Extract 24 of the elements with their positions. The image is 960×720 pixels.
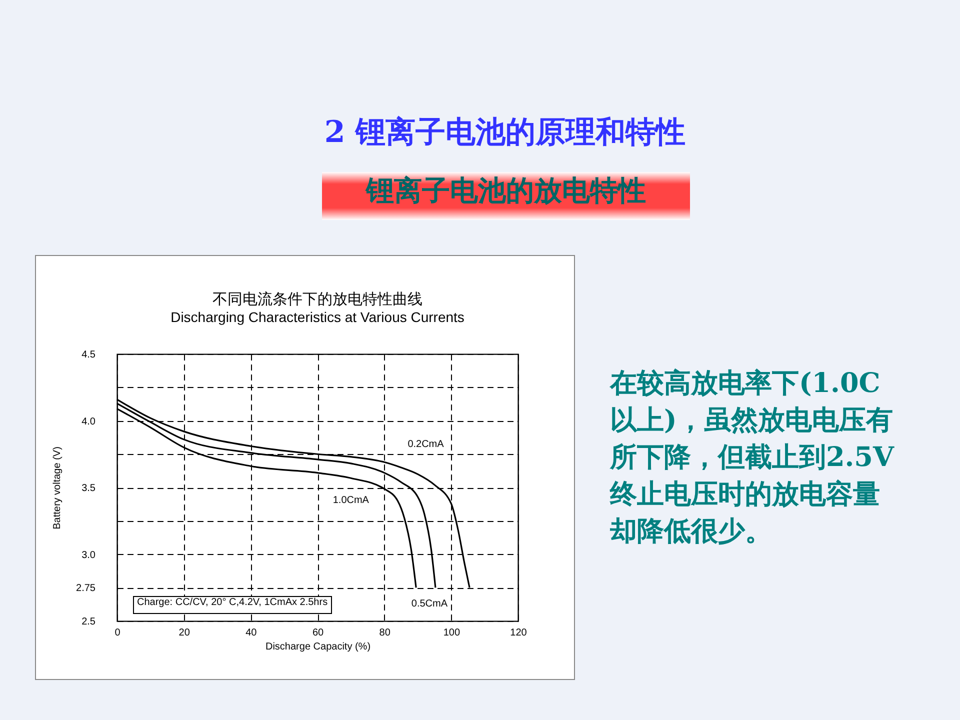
y-tick-label: 2.75 (76, 583, 96, 594)
y-tick-label: 2.5 (82, 616, 96, 628)
x-axis-title: Discharge Capacity (%) (265, 642, 371, 652)
x-tick-label: 0 (114, 628, 121, 638)
y-axis-title: Battery voltage (V) (52, 446, 64, 530)
x-tick-label: 60 (312, 628, 324, 638)
text: 2 锂离子电池的原理和特性 (323, 114, 687, 152)
series-label: 0.5CmA (411, 598, 448, 610)
chart-subtitle: Discharging Characteristics at Various Currents (170, 309, 464, 325)
x-tick-label: 80 (379, 628, 391, 638)
x-tick-label: 40 (246, 628, 258, 638)
x-tick-label: 100 (443, 628, 460, 638)
chart-title: 不同电流条件下的放电特性曲线 (212, 291, 422, 308)
annotation: Charge: CC/CV, 20° C,4.2V, 1CmAx 2.5hrs (133, 596, 332, 614)
y-tick-label: 3.0 (82, 550, 96, 561)
series-label: 1.0CmA (332, 495, 370, 506)
x-tick-label: 20 (178, 628, 190, 638)
series-label: 0.2CmA (408, 439, 444, 450)
y-tick-label: 4.0 (82, 416, 96, 428)
text: 锂离子电池的放电特性 (322, 172, 690, 220)
text: 在较高放电率下(1.0C以上)，虽然放电电压有所下降，但截止到2.5V终止电压时的放电容量却降低很少。 (610, 367, 896, 549)
x-tick-label: 120 (510, 628, 528, 638)
y-tick-label: 3.5 (82, 483, 96, 494)
y-tick-label: 4.5 (82, 350, 96, 360)
